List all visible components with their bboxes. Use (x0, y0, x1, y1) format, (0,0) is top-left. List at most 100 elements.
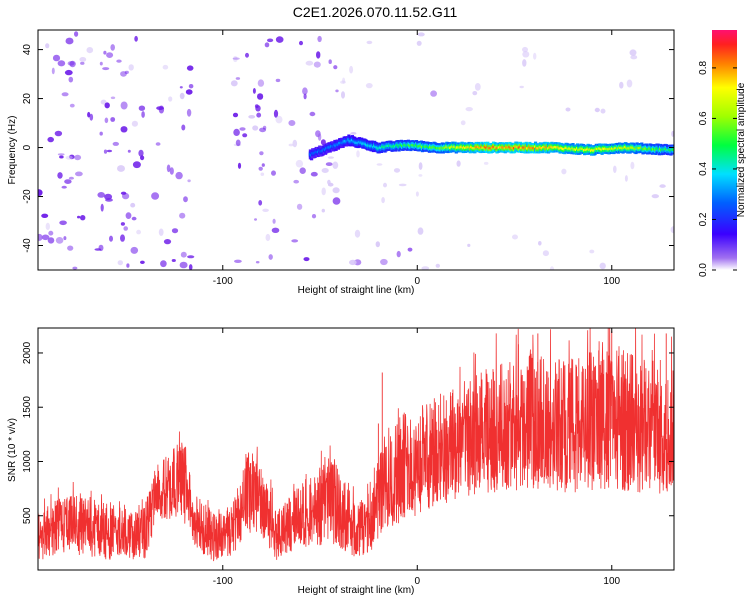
spectrogram-noise-cell (180, 251, 187, 258)
spectrogram-noise-cell (272, 218, 276, 224)
spectrogram-noise-cell (117, 260, 124, 266)
spectrogram-noise-cell (421, 266, 430, 270)
spectrogram-xlabel: Height of straight line (km) (298, 285, 415, 296)
spectrogram-noise-cell (258, 166, 263, 171)
spectrogram-noise-cell (380, 258, 388, 266)
spectrogram-noise-cell (407, 247, 413, 252)
spectrogram-noise-cell (181, 124, 186, 131)
spectrogram-noise-cell (151, 192, 160, 200)
spectrogram-noise-cell (128, 64, 134, 71)
snr-ticks: -100 0 100 500 1000 1500 2000 (22, 328, 674, 587)
spectrogram-noise-cell (103, 149, 108, 154)
spectrogram-noise-cell (538, 241, 542, 246)
snr-panel: -100 0 100 500 1000 1500 2000 Height of straig… (7, 327, 675, 596)
spectrogram-noise-cell (171, 228, 179, 234)
spectrogram-noise-cell (533, 52, 537, 60)
spectrogram-noise-cell (233, 55, 238, 63)
spectrogram-noise-cell (110, 44, 115, 51)
spectrogram-noise-cell (38, 233, 43, 241)
snr-frame (37, 327, 675, 571)
spectrogram-noise-cell (57, 60, 66, 67)
spectrogram-noise-cell (630, 55, 638, 60)
colorbar-tick-label: 0.4 (698, 162, 709, 176)
spectrogram-noise-cell (124, 70, 129, 74)
spectrogram-noise-cell (162, 64, 169, 70)
spectrogram-noise-cell (291, 239, 299, 243)
spectrogram-noise-cell (381, 197, 385, 204)
spectrogram-noise-cell (332, 187, 340, 194)
spectrogram-noise-cell (310, 171, 318, 177)
spectrogram-noise-cell (303, 93, 307, 100)
spectrogram-noise-cell (158, 228, 164, 236)
spectrogram-noise-cell (188, 84, 194, 89)
spectrogram-noise-cell (48, 230, 54, 236)
spectrogram-noise-cell (127, 149, 131, 153)
spectrogram-noise-cell (63, 236, 67, 241)
spectrogram-noise-cell (417, 32, 425, 37)
spectrogram-noise-cell (293, 179, 300, 184)
spectrogram-xtick-label: -100 (213, 276, 233, 287)
spectrogram-noise-cell (187, 255, 195, 259)
spectrogram-noise-cell (327, 182, 334, 187)
spectrogram-noise-cell (349, 65, 354, 74)
spectrogram-noise-cell (561, 168, 567, 175)
spectrogram-noise-cell (271, 170, 276, 176)
snr-xtick-label: 100 (603, 576, 620, 587)
spectrogram-noise-cell (112, 141, 120, 146)
spectrogram-ytick-label: -20 (22, 189, 33, 204)
spectrogram-ytick-label: -40 (22, 238, 33, 253)
spectrogram-noise-cell (417, 227, 424, 235)
snr-ylabel: SNR (10 * v/v) (7, 418, 18, 482)
spectrogram-noise-cell (619, 81, 624, 89)
spectrogram-noise-cell (626, 79, 633, 88)
spectrogram-ylabel: Frequency (Hz) (7, 116, 18, 185)
spectrogram-noise-cell (68, 176, 74, 180)
spectrogram-ytick-label: 0 (22, 144, 33, 150)
spectrogram-noise-cell (141, 111, 145, 118)
spectrogram-noise-cell (54, 130, 63, 137)
spectrogram-noise-cell (179, 212, 186, 219)
spectrogram-noise-cell (268, 254, 273, 260)
spectrogram-noise-cell (265, 233, 271, 242)
spectrogram-noise-cell (275, 78, 281, 83)
spectrogram-noise-cell (299, 40, 303, 46)
spectrogram-noise-cell (235, 77, 241, 80)
spectrogram-noise-cell (55, 237, 64, 244)
spectrogram-noise-cell (69, 103, 75, 108)
spectrogram-noise-cell (106, 149, 113, 153)
spectrogram-noise-cell (259, 127, 267, 133)
spectrogram-noise-cell (185, 89, 193, 95)
spectrogram-noise-cell (87, 111, 91, 118)
spectrogram-noise-cell (275, 115, 283, 124)
spectrogram-noise-cell (125, 212, 132, 220)
spectrogram-noise-cell (179, 86, 183, 89)
spectrogram-noise-cell (350, 132, 357, 135)
spectrogram-noise-cell (140, 260, 145, 264)
spectrogram-noise-cell (116, 59, 122, 63)
spectrogram-noise-cell (248, 115, 256, 119)
spectrogram-noise-cell (325, 162, 333, 167)
colorbar-tick-label: 0.8 (698, 61, 709, 75)
spectrogram-noise-cell (65, 155, 73, 160)
spectrogram-noise-cell (179, 261, 188, 269)
spectrogram-noise-cell (375, 241, 380, 248)
spectrogram-noise-cell (418, 174, 423, 177)
spectrogram-noise-cell (460, 120, 466, 126)
spectrogram-noise-cell (120, 126, 128, 133)
spectrogram-noise-cell (79, 57, 87, 62)
spectrogram-noise-cell (169, 167, 174, 175)
spectrogram-noise-cell (168, 96, 173, 102)
spectrogram-noise-cell (74, 31, 79, 37)
spectrogram-noise-cell (252, 125, 259, 131)
spectrogram-noise-cell (670, 226, 674, 234)
spectrogram-noise-cell (483, 161, 489, 165)
spectrogram-noise-cell (430, 90, 437, 97)
spectrogram-noise-cell (305, 60, 314, 66)
spectrogram-noise-cell (245, 52, 249, 58)
spectrogram-noise-cell (332, 197, 341, 205)
spectrogram-noise-cell (416, 40, 422, 46)
spectrogram-noise-cell (80, 215, 86, 221)
spectrogram-noise-cell (315, 130, 321, 138)
snr-xtick-label: -100 (213, 576, 233, 587)
spectrogram-noise-cell (242, 133, 248, 138)
